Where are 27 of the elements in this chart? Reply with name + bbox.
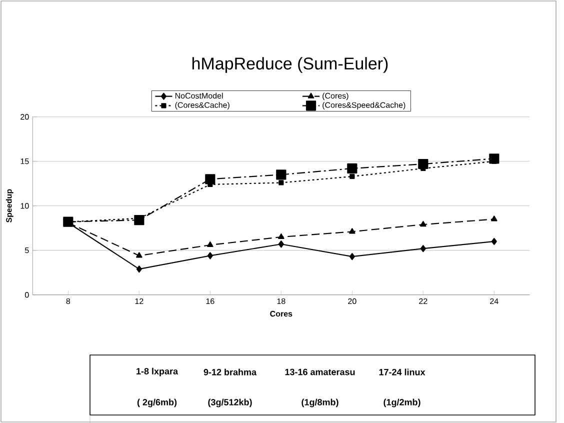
y-tick-label: 15 — [20, 158, 29, 164]
legend-label: (Cores&Speed&Cache) — [322, 102, 406, 110]
x-tick-label: 20 — [348, 298, 356, 304]
text: ( 2g/6mb) — [137, 398, 177, 408]
text: 13-16 amaterasu — [285, 368, 355, 376]
text: (1g/2mb) — [384, 398, 420, 408]
text: 9-12 brahma — [204, 368, 257, 376]
x-tick-label: 24 — [490, 298, 498, 304]
y-tick-label: 20 — [20, 114, 29, 120]
text: 17-24 linux — [379, 368, 426, 376]
text: (1g/8mb) — [302, 398, 338, 408]
x-tick-label: 22 — [419, 298, 428, 304]
y-axis-title: Speedup — [6, 189, 14, 222]
legend-label: (Cores) — [322, 92, 348, 100]
text: (3g/512kb) — [208, 398, 252, 408]
y-tick-label: 5 — [24, 247, 29, 254]
x-tick-label: 18 — [277, 298, 286, 304]
y-tick-label: 10 — [20, 202, 29, 209]
text: 1-8 lxpara — [136, 368, 178, 376]
x-tick-label: 16 — [206, 298, 214, 304]
legend-label: (Cores&Cache) — [175, 102, 230, 110]
x-axis-title: Cores — [270, 310, 292, 316]
y-tick-label: 0 — [24, 292, 29, 298]
x-tick-label: 12 — [135, 298, 144, 304]
legend-label: NoCostModel — [175, 92, 223, 98]
chart-title: hMapReduce (Sum-Euler) — [192, 56, 388, 73]
x-tick-label: 8 — [66, 298, 70, 304]
